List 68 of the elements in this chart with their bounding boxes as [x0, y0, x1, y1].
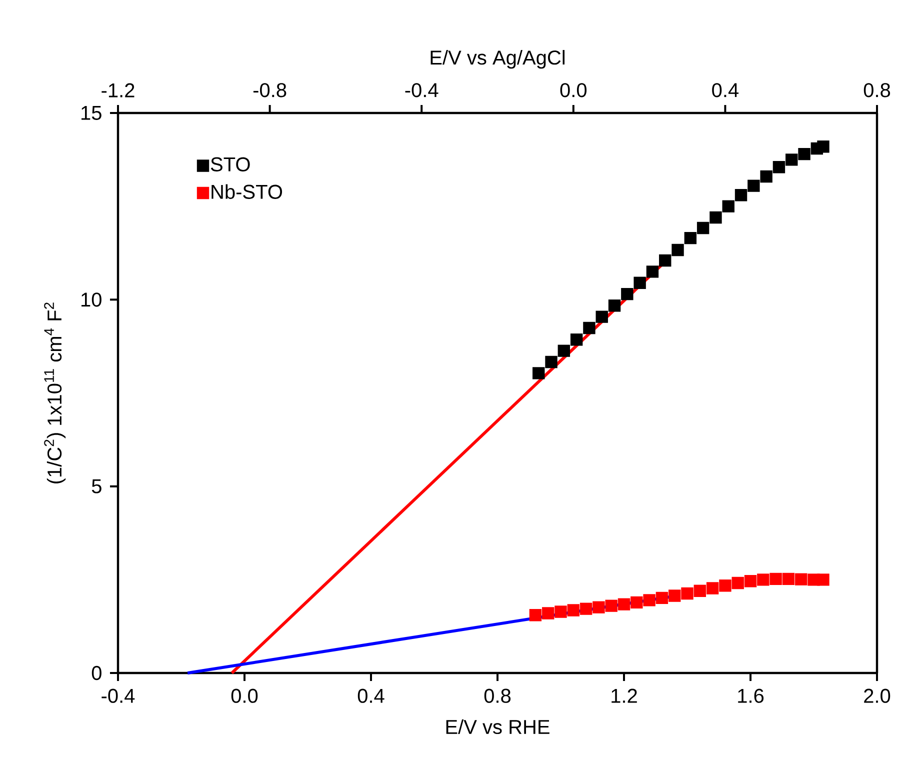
point	[770, 572, 782, 586]
point	[643, 594, 656, 606]
y-tick-label: 15	[82, 106, 102, 120]
point	[630, 596, 643, 609]
point	[817, 140, 830, 153]
point	[668, 590, 681, 602]
point	[592, 601, 605, 614]
point	[596, 310, 608, 323]
point	[646, 266, 659, 278]
x-tick-label: 0.4	[358, 688, 384, 703]
point	[608, 300, 621, 312]
point	[659, 254, 672, 267]
point	[734, 189, 748, 202]
point	[558, 344, 570, 357]
x2-tick-label: 0.0	[560, 83, 587, 98]
x-tick-label: 0.0	[231, 688, 258, 703]
y-tick-label: 0	[92, 666, 102, 680]
x2-tick-label: -0.8	[253, 83, 286, 98]
x2-tick-label: -0.4	[405, 83, 438, 98]
point	[706, 582, 719, 594]
point	[798, 148, 810, 160]
point	[580, 602, 592, 615]
point	[605, 600, 618, 612]
point	[583, 322, 596, 334]
point	[772, 161, 786, 174]
point	[656, 592, 668, 604]
point	[618, 598, 630, 610]
point	[744, 575, 757, 588]
x2-tick-label: -1.2	[102, 83, 134, 98]
point	[554, 606, 567, 618]
legend-label: Nb-STO	[212, 184, 282, 199]
point	[760, 170, 772, 183]
point	[719, 580, 732, 592]
point	[621, 288, 634, 300]
point	[694, 584, 706, 597]
point	[681, 587, 694, 600]
point	[542, 607, 554, 620]
x-tick-label: 2.0	[864, 688, 890, 703]
x2-axis-title: E/V vs Ag/AgCl	[430, 50, 565, 69]
point	[634, 276, 646, 289]
point	[732, 576, 744, 590]
y-tick-label: 10	[82, 292, 102, 307]
point	[696, 222, 710, 234]
point	[570, 334, 583, 346]
point	[672, 244, 684, 256]
point	[545, 356, 558, 368]
point	[748, 180, 760, 192]
point	[795, 573, 808, 586]
point	[757, 574, 770, 586]
y-axis-title: (1/C$^{2}$) 1x10$^{11}$ cm$^{4}$ F$^{2}$	[44, 302, 66, 484]
x-tick-label: 1.6	[738, 688, 764, 703]
x2-tick-label: 0.8	[864, 83, 890, 98]
point	[529, 609, 542, 622]
x-tick-label: 1.2	[612, 688, 637, 703]
point	[567, 604, 580, 616]
point	[782, 572, 795, 586]
x-axis-title: E/V vs RHE	[446, 719, 550, 734]
point	[684, 232, 697, 244]
point	[786, 154, 798, 166]
point	[532, 367, 545, 380]
legend-label: STO	[210, 157, 250, 172]
point	[722, 200, 734, 212]
x-tick-label: 0.8	[484, 688, 511, 703]
point	[710, 211, 722, 224]
x2-tick-label: 0.4	[712, 83, 739, 98]
point	[817, 574, 830, 586]
y-tick-label: 5	[92, 479, 102, 494]
x-tick-label: -0.4	[102, 688, 135, 703]
